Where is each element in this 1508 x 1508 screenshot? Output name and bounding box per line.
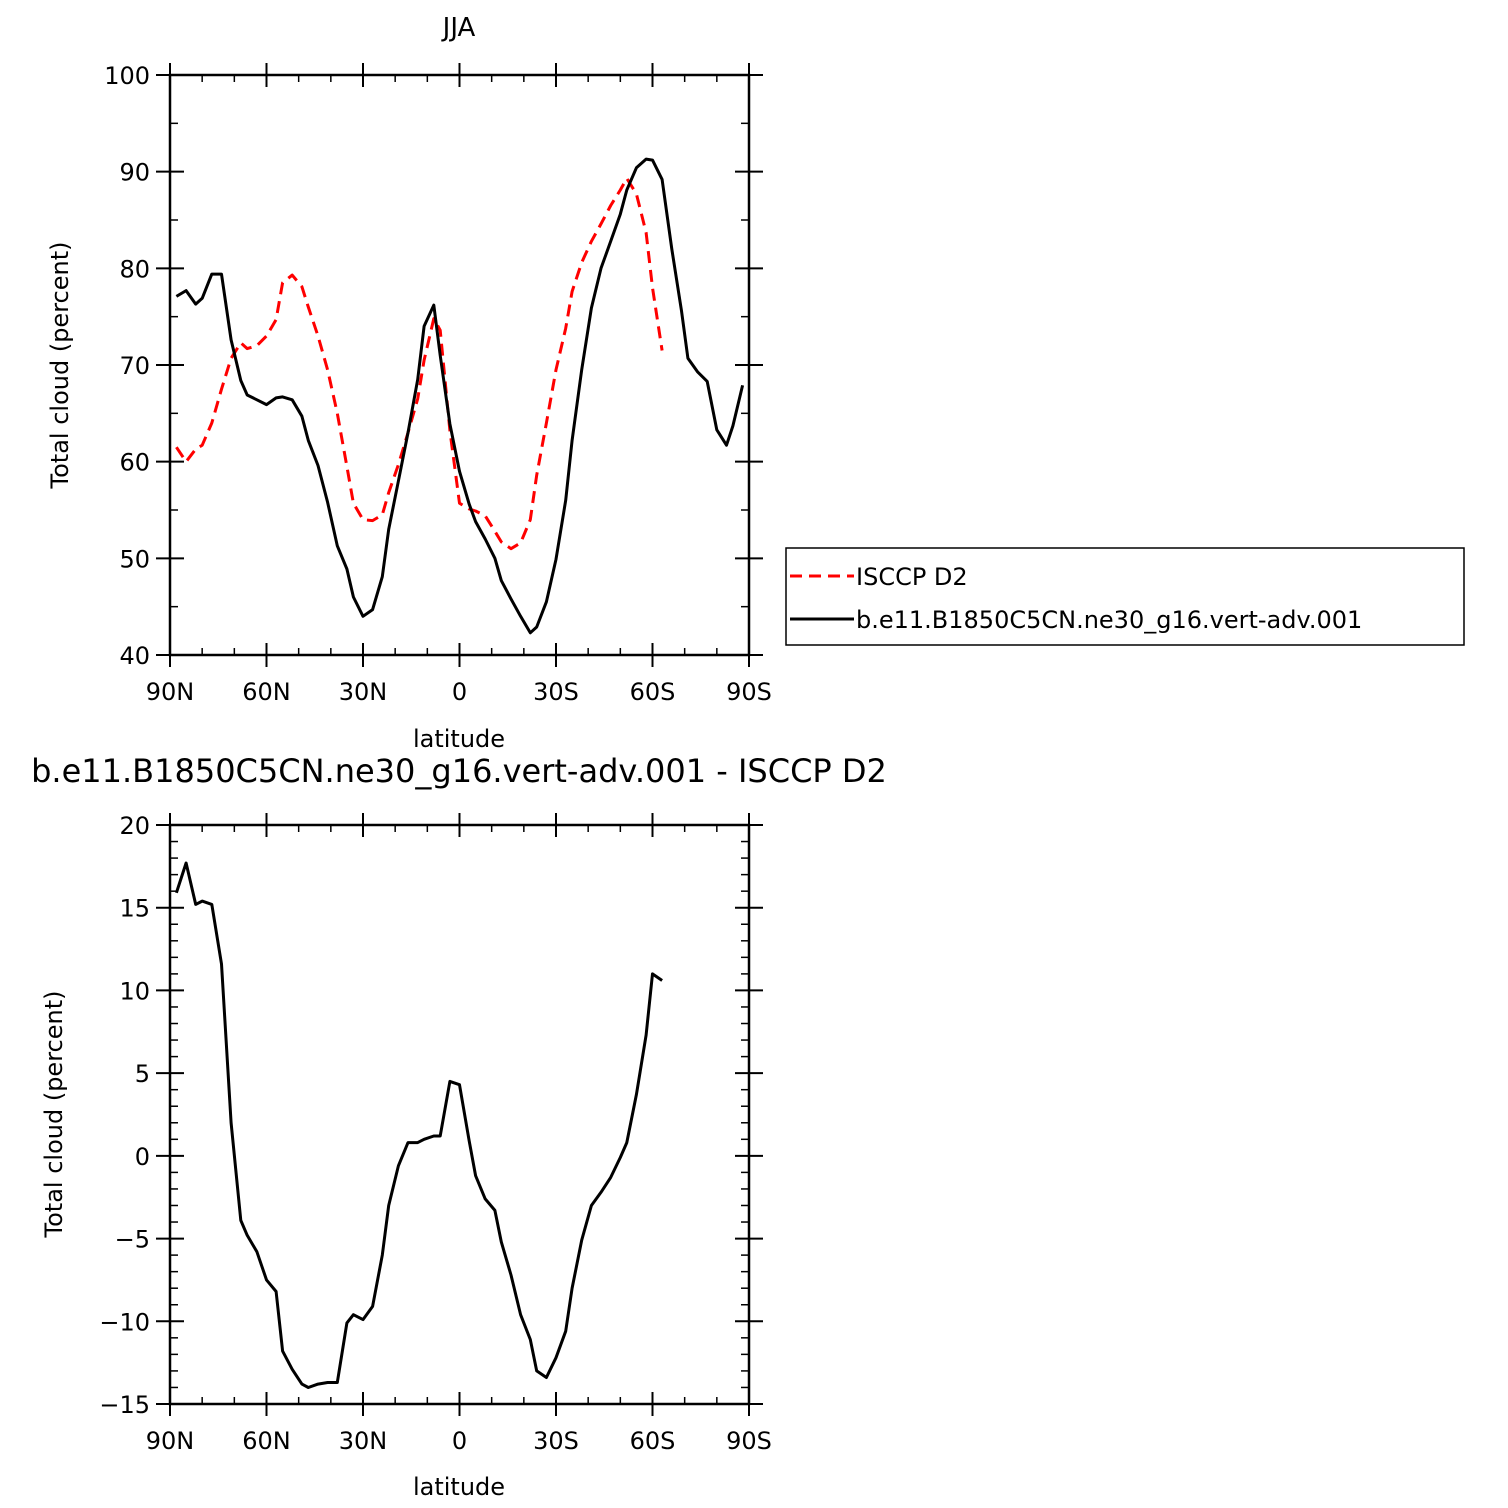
legend-frame	[785, 547, 1465, 646]
bottom-chart-title: b.e11.B1850C5CN.ne30_g16.vert-adv.001 - …	[31, 752, 887, 790]
bottom-x-tick-label: 0	[452, 1427, 467, 1455]
bottom-panel: b.e11.B1850C5CN.ne30_g16.vert-adv.001 - …	[31, 752, 887, 1501]
top-y-tick-label: 90	[119, 159, 150, 187]
top-x-tick-label: 0	[452, 678, 467, 706]
top-x-tick-label: 60S	[630, 678, 676, 706]
bottom-y-tick-label: 5	[135, 1060, 150, 1088]
bottom-series-line-1	[174, 861, 663, 1389]
bottom-y-tick-label: 0	[135, 1143, 150, 1171]
top-x-tick-label: 90S	[726, 678, 772, 706]
top-plot-frame	[168, 73, 751, 657]
top-y-tick-label: 80	[119, 255, 150, 283]
top-x-tick-label: 30S	[533, 678, 579, 706]
top-y-tick-label: 50	[119, 545, 150, 573]
top-chart-title: JJA	[441, 13, 476, 43]
top-x-tick-label: 90N	[146, 678, 195, 706]
bottom-plot-frame	[168, 823, 751, 1406]
bottom-y-tick-label: −5	[115, 1226, 150, 1254]
legend-label-model: b.e11.B1850C5CN.ne30_g16.vert-adv.001	[856, 606, 1362, 634]
bottom-x-tick-label: 30S	[533, 1427, 579, 1455]
bottom-y-tick-label: −10	[99, 1308, 150, 1336]
bottom-x-tick-label: 90N	[146, 1427, 195, 1455]
top-y-axis-label: Total cloud (percent)	[46, 242, 74, 490]
bottom-y-tick-label: 15	[119, 895, 150, 923]
bottom-y-axis-label: Total cloud (percent)	[40, 991, 68, 1239]
legend-label-isccp: ISCCP D2	[856, 563, 968, 591]
top-x-axis-label: latitude	[413, 725, 505, 753]
top-series-line-2	[175, 157, 745, 635]
bottom-x-tick-label: 90S	[726, 1427, 772, 1455]
top-legend: ISCCP D2 b.e11.B1850C5CN.ne30_g16.vert-a…	[785, 547, 1465, 646]
bottom-y-tick-label: −15	[99, 1391, 150, 1419]
bottom-x-tick-label: 60N	[242, 1427, 291, 1455]
top-series-line-1	[175, 176, 664, 551]
bottom-x-tick-label: 30N	[339, 1427, 388, 1455]
bottom-y-tick-label: 10	[119, 977, 150, 1005]
top-y-tick-label: 70	[119, 352, 150, 380]
top-y-tick-label: 40	[119, 642, 150, 670]
bottom-x-tick-label: 60S	[630, 1427, 676, 1455]
bottom-y-tick-label: 20	[119, 812, 150, 840]
bottom-x-axis-label: latitude	[413, 1473, 505, 1501]
top-y-tick-label: 60	[119, 449, 150, 477]
top-panel: JJA Total cloud (percent) latitude 90N 60…	[46, 13, 772, 753]
top-y-tick-label: 100	[104, 62, 150, 90]
top-x-tick-label: 60N	[242, 678, 291, 706]
top-x-tick-label: 30N	[339, 678, 388, 706]
